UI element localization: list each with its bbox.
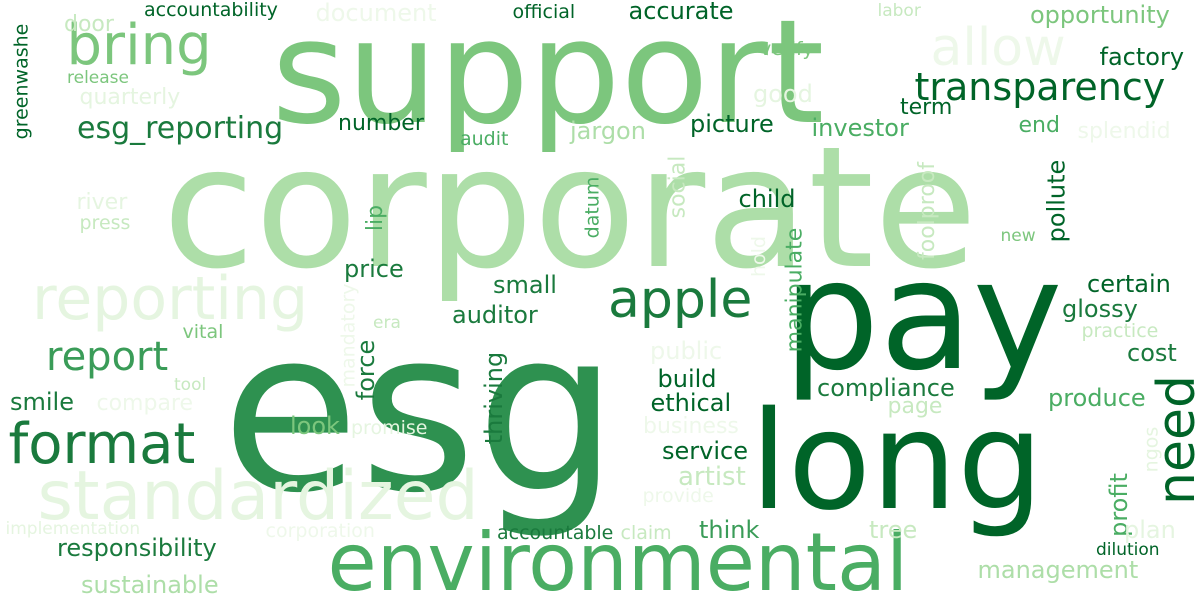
word-audit: audit xyxy=(460,127,509,150)
word-document: document xyxy=(315,0,437,27)
word-tree: tree xyxy=(869,516,918,544)
word-responsibility: responsibility xyxy=(57,534,217,562)
word-artist: artist xyxy=(678,462,746,492)
word-price: price xyxy=(344,255,404,283)
word-bring: bring xyxy=(66,13,212,78)
word-compliance: compliance xyxy=(817,374,955,402)
word-reporting: reporting xyxy=(32,264,309,334)
word-format: format xyxy=(8,412,196,477)
word-datum: datum xyxy=(581,176,604,238)
word-glossy: glossy xyxy=(1062,295,1138,323)
word-thriving: thriving xyxy=(480,351,509,445)
word-small: small xyxy=(493,271,557,299)
word-implementation: implementation xyxy=(5,518,141,539)
word-release: release xyxy=(67,67,129,88)
word-practice: practice xyxy=(1081,319,1159,342)
word-cost: cost xyxy=(1127,339,1177,367)
word-produce: produce xyxy=(1048,384,1146,412)
word-jargon: jargon xyxy=(570,117,646,145)
word-social: social xyxy=(664,155,690,219)
word-build: build xyxy=(657,365,717,393)
word-official: official xyxy=(512,0,576,23)
word-smile: smile xyxy=(10,388,74,416)
word-term: term xyxy=(900,95,953,120)
word-look: look xyxy=(290,412,340,440)
word-environmental: environmental xyxy=(327,516,909,600)
word-plan: plan xyxy=(1124,516,1176,544)
word-new: new xyxy=(1000,225,1036,246)
word-support: support xyxy=(271,0,825,156)
word-claim: claim xyxy=(620,521,672,544)
word-hold: hold xyxy=(747,235,770,277)
word-public: public xyxy=(650,337,723,365)
word-verify: verify xyxy=(760,37,814,60)
word-tool: tool xyxy=(174,374,207,395)
word-press: press xyxy=(79,211,131,234)
word-report: report xyxy=(46,334,169,380)
word-factory: factory xyxy=(1099,43,1185,71)
word-esg: esg xyxy=(221,281,619,542)
word-pay: pay xyxy=(783,227,1063,404)
word-quarterly: quarterly xyxy=(79,85,181,110)
word-service: service xyxy=(662,437,748,465)
word-child: child xyxy=(738,185,796,213)
word-esg-reporting: esg_reporting xyxy=(77,111,284,146)
word-good: good xyxy=(753,80,813,108)
word-page: page xyxy=(887,394,943,419)
word-splendid: splendid xyxy=(1077,119,1171,144)
word-door: door xyxy=(64,12,114,37)
word-transparency: transparency xyxy=(914,65,1166,109)
word-provide: provide xyxy=(642,484,714,507)
word-dilution: dilution xyxy=(1096,539,1160,560)
word-accountability: accountability xyxy=(144,0,278,21)
word-investor: investor xyxy=(811,114,909,142)
word-standardized: standardized xyxy=(37,457,479,536)
word-labor: labor xyxy=(877,0,921,21)
word-business: business xyxy=(643,414,739,439)
word-force: force xyxy=(352,339,381,401)
word-foolproof: foolproof xyxy=(914,162,940,260)
word-promise: promise xyxy=(351,416,428,439)
word-certain: certain xyxy=(1087,270,1171,298)
word-manipulate: manipulate xyxy=(781,227,807,353)
word-compare: compare xyxy=(96,391,194,416)
word-era: era xyxy=(373,312,401,333)
word-sustainable: sustainable xyxy=(81,571,219,599)
word-long: long xyxy=(750,383,1044,541)
word-apple: apple xyxy=(608,270,753,330)
word-pollute: pollute xyxy=(1041,159,1070,243)
word-allow: allow xyxy=(930,18,1066,78)
word-greenwashe: greenwashe xyxy=(10,23,33,139)
word-picture: picture xyxy=(690,110,774,138)
word-opportunity: opportunity xyxy=(1030,1,1170,29)
word-corporation: corporation xyxy=(265,519,375,542)
word-end: end xyxy=(1018,113,1060,138)
word-accurate: accurate xyxy=(628,0,734,25)
word-lip: lip xyxy=(363,204,389,232)
word-number: number xyxy=(338,111,424,136)
word-corporate: corporate xyxy=(162,110,978,306)
word-vital: vital xyxy=(182,320,224,343)
word-auditor: auditor xyxy=(452,301,538,329)
word-ethical: ethical xyxy=(650,389,732,417)
word-management: management xyxy=(977,556,1139,584)
word-river: river xyxy=(76,190,128,215)
word-ngos: ngos xyxy=(1140,426,1163,472)
word-think: think xyxy=(699,516,760,544)
word-accountable: accountable xyxy=(497,521,614,544)
